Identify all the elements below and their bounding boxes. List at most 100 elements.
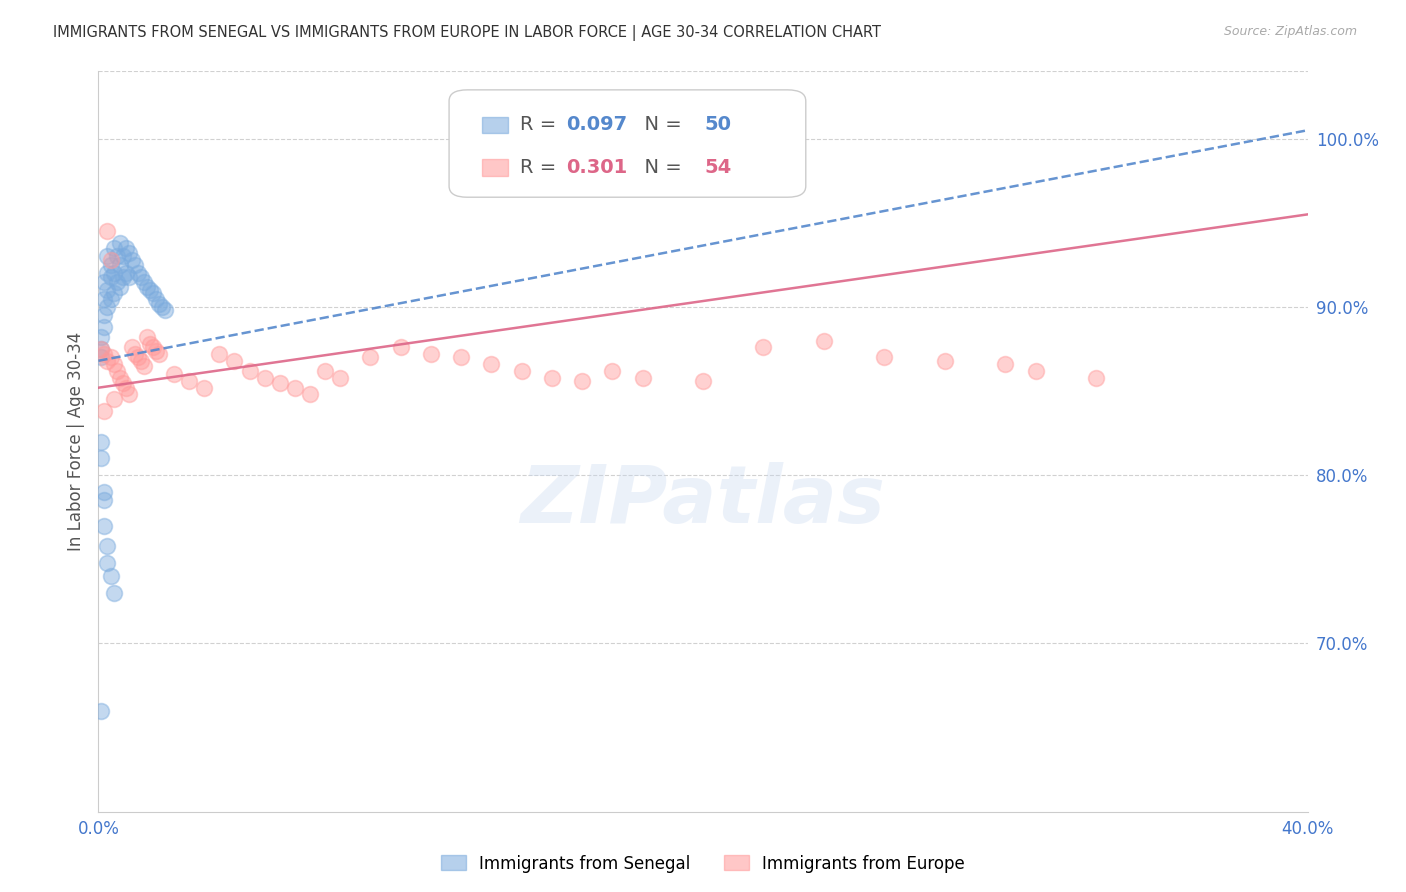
Point [284,381,307,395]
Point [105,250,128,264]
Point [111,376,134,390]
Point [118,246,141,260]
Point [90,330,112,344]
Point [127,351,149,365]
Point [132,359,155,373]
Point [93,485,115,500]
Point [153,303,176,318]
Point [239,364,262,378]
Point [100,569,122,583]
Text: 50: 50 [704,115,731,135]
Text: N =: N = [631,115,688,135]
Point [93,292,115,306]
Point [100,292,122,306]
Point [139,283,162,297]
Point [100,258,122,272]
Y-axis label: In Labor Force | Age 30-34: In Labor Force | Age 30-34 [66,332,84,551]
Point [510,364,533,378]
Point [269,376,291,390]
Point [108,258,131,272]
Point [692,374,714,388]
Point [93,309,115,323]
Point [994,357,1017,371]
Point [96,353,118,368]
Point [93,347,115,361]
FancyBboxPatch shape [482,160,509,176]
Point [100,351,122,365]
Point [129,353,152,368]
Point [124,258,146,272]
Point [93,320,115,334]
Point [540,370,562,384]
Point [631,370,654,384]
Legend: Immigrants from Senegal, Immigrants from Europe: Immigrants from Senegal, Immigrants from… [434,848,972,880]
Point [602,364,624,378]
Point [90,704,112,718]
Point [103,241,125,255]
Point [90,434,112,449]
Point [103,392,125,407]
Point [124,347,146,361]
Point [100,269,122,284]
Point [118,269,141,284]
Point [111,269,134,284]
Point [1024,364,1046,378]
Point [114,241,136,255]
Point [420,347,443,361]
Point [96,283,118,297]
Point [135,279,157,293]
Text: IMMIGRANTS FROM SENEGAL VS IMMIGRANTS FROM EUROPE IN LABOR FORCE | AGE 30-34 COR: IMMIGRANTS FROM SENEGAL VS IMMIGRANTS FR… [53,25,882,41]
Point [813,334,835,348]
Point [121,252,143,267]
Point [96,300,118,314]
Point [90,351,112,365]
Point [389,340,412,354]
Point [111,250,134,264]
Point [132,275,155,289]
Point [142,286,165,301]
Point [103,266,125,280]
Text: R =: R = [520,115,562,135]
Text: 0.097: 0.097 [567,115,627,135]
Point [139,337,162,351]
Point [179,374,201,388]
Point [93,275,115,289]
Point [105,364,128,378]
Point [450,351,472,365]
Point [571,374,593,388]
Point [314,364,336,378]
Point [96,224,118,238]
Point [90,451,112,466]
Point [93,493,115,508]
Point [135,330,157,344]
Point [108,370,131,384]
Point [1085,370,1108,384]
Point [873,351,896,365]
Point [108,235,131,250]
Point [105,275,128,289]
Point [93,404,115,418]
Text: R =: R = [520,158,562,177]
Point [150,300,173,314]
FancyBboxPatch shape [449,90,806,197]
Point [145,343,167,358]
Point [103,286,125,301]
Point [253,370,276,384]
Point [121,340,143,354]
Point [103,357,125,371]
Point [114,381,136,395]
Point [96,250,118,264]
Point [96,556,118,570]
Point [193,381,215,395]
Point [103,586,125,600]
Point [481,357,503,371]
Text: Source: ZipAtlas.com: Source: ZipAtlas.com [1223,25,1357,38]
Point [148,296,170,310]
Point [90,342,112,356]
Point [360,351,382,365]
Point [142,340,165,354]
Point [148,347,170,361]
Point [96,539,118,553]
Point [100,252,122,267]
Point [299,387,322,401]
